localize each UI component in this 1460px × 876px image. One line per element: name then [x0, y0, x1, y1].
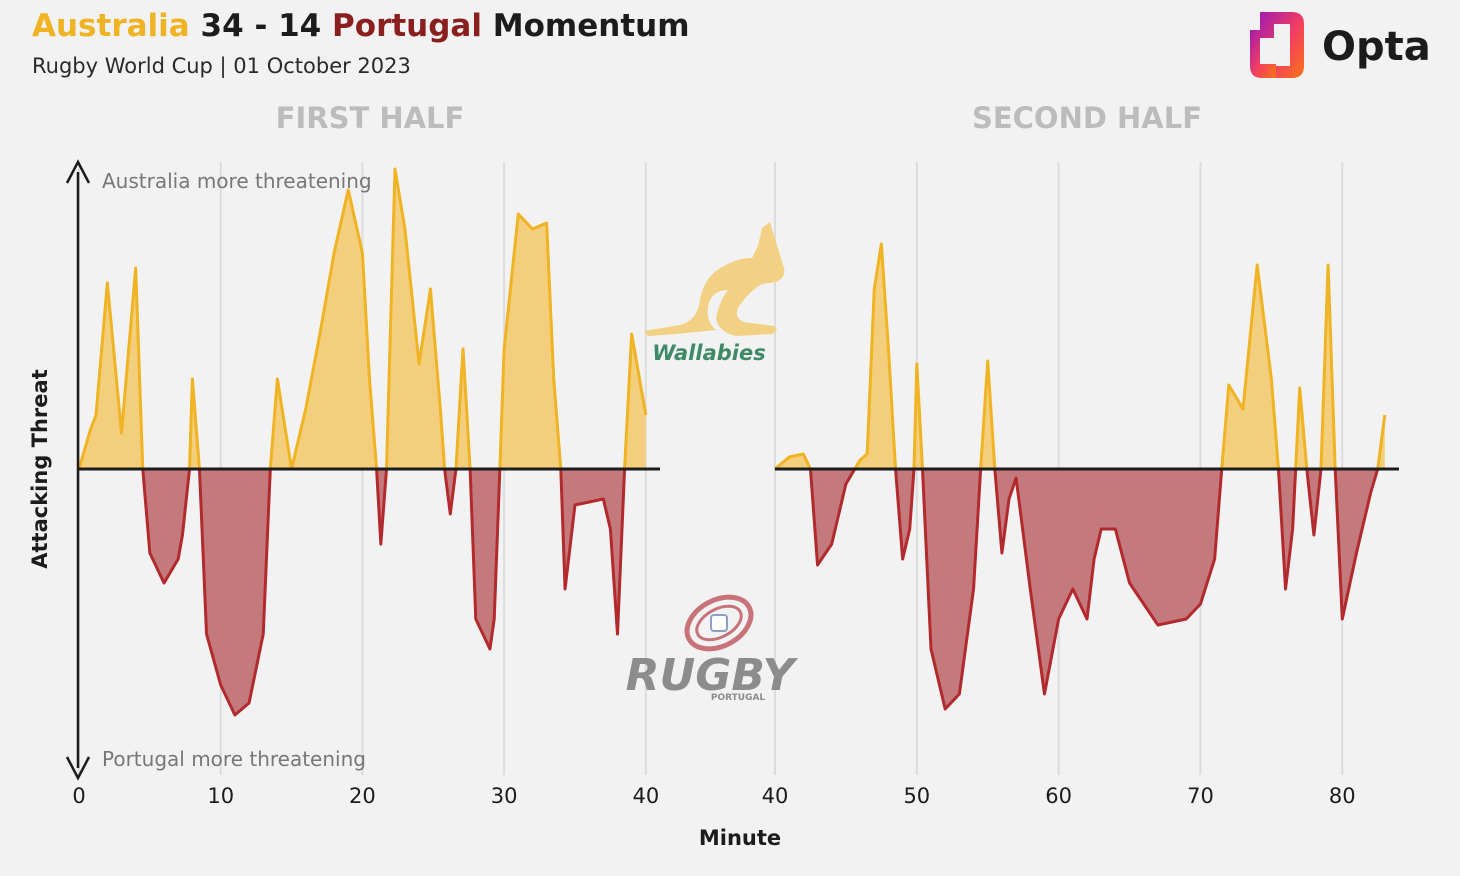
y-axis-label: Attacking Threat	[28, 369, 52, 569]
home-threat-line	[774, 452, 812, 471]
home-threat-area	[854, 244, 896, 469]
panel-1: FIRST HALF 0 10 20 30 40	[72, 101, 660, 808]
kangaroo-icon	[644, 222, 785, 336]
home-threat-line	[1319, 263, 1337, 470]
away-threat-line	[468, 468, 502, 651]
rugby-portugal-logo: RUGBY PORTUGAL	[626, 594, 799, 703]
away-threat-area	[994, 469, 1222, 694]
away-threat-area	[1278, 469, 1296, 589]
home-threat-area	[386, 169, 445, 469]
annotation-bottom: Portugal more threatening	[102, 747, 366, 771]
wallabies-logo: Wallabies	[644, 222, 785, 365]
away-threat-area	[922, 469, 981, 709]
rugby-wordmark: RUGBY	[626, 650, 799, 701]
panel-title: SECOND HALF	[972, 101, 1202, 135]
away-threat-area	[895, 469, 914, 559]
home-threat-line	[498, 212, 563, 470]
home-threat-area	[455, 349, 471, 469]
x-tick-label: 20	[349, 784, 376, 808]
away-threat-line	[1305, 468, 1323, 537]
wallabies-wordmark: Wallabies	[652, 341, 765, 365]
x-tick-label: 40	[762, 784, 789, 808]
away-threat-line	[197, 468, 272, 717]
away-threat-area	[560, 469, 625, 634]
home-threat-line	[290, 188, 379, 470]
title-away-team: Portugal	[332, 8, 482, 44]
away-threat-line	[894, 468, 916, 561]
home-threat-area	[775, 454, 811, 469]
annotation-top: Australia more threatening	[102, 169, 372, 193]
home-threat-area	[499, 214, 561, 469]
y-axis	[65, 159, 91, 781]
home-threat-area	[1321, 265, 1336, 469]
home-threat-line	[385, 167, 447, 470]
arrow-up-icon	[65, 159, 91, 184]
away-threat-line	[993, 468, 1224, 696]
away-threat-line	[559, 468, 627, 636]
x-tick-label: 60	[1045, 784, 1072, 808]
x-tick-label: 0	[72, 784, 85, 808]
portugal-wordmark: PORTUGAL	[711, 693, 766, 703]
x-tick-label: 70	[1187, 784, 1214, 808]
home-threat-area	[270, 379, 292, 469]
x-tick-label: 40	[632, 784, 659, 808]
opta-icon	[1250, 12, 1304, 78]
home-threat-line	[268, 377, 294, 470]
x-tick-label: 80	[1329, 784, 1356, 808]
home-threat-line	[1220, 263, 1280, 470]
home-threat-line	[853, 242, 898, 470]
home-threat-line	[979, 359, 997, 470]
panel-title: FIRST HALF	[276, 101, 465, 135]
arrow-down-icon	[65, 756, 91, 781]
away-threat-area	[470, 469, 500, 649]
home-threat-line	[77, 266, 145, 470]
home-threat-area	[980, 361, 995, 469]
away-threat-area	[1306, 469, 1321, 535]
title-suffix: Momentum	[492, 8, 690, 44]
chart-title: Australia 34 - 14 Portugal Momentum	[32, 8, 690, 44]
chart-panels: FIRST HALF 0 10 20 30 40 SECOND HALF 40 50 60 70 80	[72, 101, 1399, 808]
x-tick-label: 50	[903, 784, 930, 808]
away-threat-line	[141, 468, 192, 585]
home-threat-area	[291, 190, 377, 469]
away-threat-line	[808, 468, 857, 567]
opta-logo: Opta	[1250, 12, 1431, 78]
home-threat-line	[1376, 414, 1387, 470]
home-threat-line	[454, 347, 472, 470]
rugby-ball-icon	[684, 594, 754, 652]
home-threat-area	[1221, 265, 1279, 469]
away-threat-line	[1276, 468, 1298, 591]
x-axis-label: Minute	[699, 826, 781, 850]
title-score: 34 - 14	[200, 8, 322, 44]
away-threat-line	[920, 468, 983, 711]
home-threat-line	[188, 377, 201, 470]
panel-2: SECOND HALF 40 50 60 70 80	[762, 101, 1399, 808]
away-threat-area	[199, 469, 271, 715]
x-tick-label: 30	[491, 784, 518, 808]
opta-wordmark: Opta	[1322, 24, 1431, 70]
home-threat-line	[912, 362, 924, 470]
away-threat-line	[1333, 468, 1380, 621]
title-home-team: Australia	[32, 8, 190, 44]
home-threat-line	[623, 332, 648, 470]
away-threat-line	[375, 468, 389, 546]
x-tick-label: 10	[207, 784, 234, 808]
away-threat-line	[443, 468, 458, 516]
chart-subtitle: Rugby World Cup | 01 October 2023	[32, 54, 411, 78]
home-threat-line	[1294, 386, 1309, 470]
